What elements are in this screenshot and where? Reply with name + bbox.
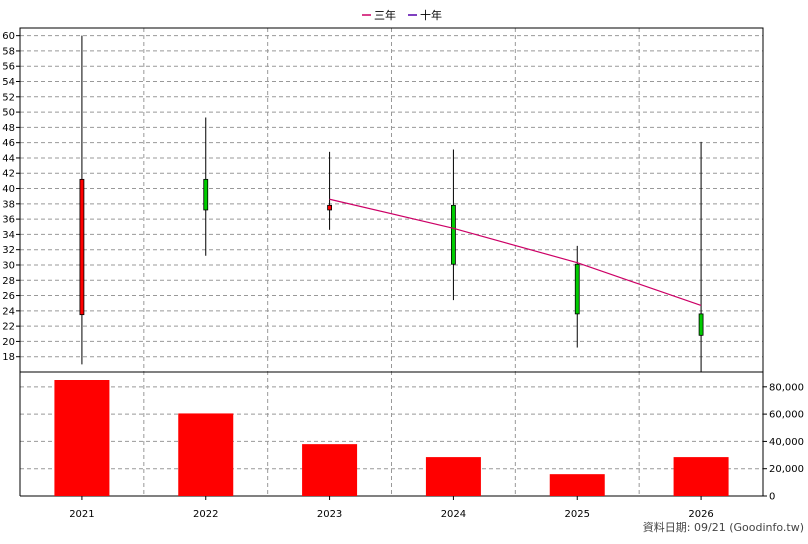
price-tick-label: 26	[2, 291, 15, 302]
candle-body	[698, 313, 704, 336]
volume-tick-label: 80,000	[769, 382, 804, 393]
volume-bar	[54, 380, 110, 496]
legend: 三年 十年	[362, 8, 442, 22]
x-tick-label: 2024	[441, 509, 466, 520]
volume-bar	[302, 444, 358, 496]
volume-bar	[178, 413, 234, 496]
grid	[20, 28, 763, 496]
price-tick-label: 34	[2, 230, 15, 241]
price-tick-label: 28	[2, 276, 15, 287]
price-tick-label: 58	[2, 46, 15, 57]
price-tick-label: 46	[2, 138, 15, 149]
price-tick-label: 60	[2, 31, 15, 42]
price-tick-label: 20	[2, 337, 15, 348]
x-tick-label: 2022	[193, 509, 218, 520]
candle-body	[574, 263, 580, 315]
candle-body	[327, 204, 332, 211]
candle-body	[79, 178, 85, 316]
volume-tick-label: 20,000	[769, 464, 804, 475]
price-tick-label: 22	[2, 322, 15, 333]
price-tick-label: 50	[2, 108, 15, 119]
moving-averages	[329, 198, 702, 307]
x-tick-label: 2025	[565, 509, 590, 520]
data-source-note: 資料日期: 09/21 (Goodinfo.tw)	[643, 520, 804, 534]
volume-tick-label: 60,000	[769, 410, 804, 421]
price-tick-label: 38	[2, 199, 15, 210]
candle-body	[203, 178, 209, 211]
legend-label: 三年	[374, 8, 396, 22]
price-tick-label: 24	[2, 306, 15, 317]
price-tick-label: 32	[2, 245, 15, 256]
volume-tick-label: 40,000	[769, 437, 804, 448]
volume-bar	[673, 457, 729, 496]
price-tick-label: 56	[2, 62, 15, 73]
x-tick-label: 2023	[317, 509, 342, 520]
volume-bars	[54, 380, 729, 496]
price-tick-label: 54	[2, 77, 15, 88]
price-tick-label: 18	[2, 352, 15, 363]
volume-bar	[549, 474, 605, 496]
price-tick-label: 40	[2, 184, 15, 195]
price-tick-label: 36	[2, 215, 15, 226]
volume-tick-label: 0	[769, 492, 775, 503]
ma-line	[329, 198, 702, 307]
legend-label: 十年	[420, 8, 442, 22]
volume-bar	[425, 457, 481, 496]
price-tick-label: 44	[2, 153, 15, 164]
x-tick-label: 2021	[69, 509, 94, 520]
price-tick-label: 52	[2, 92, 15, 103]
price-tick-label: 42	[2, 169, 15, 180]
axes: 1820222426283032343638404244464850525456…	[2, 27, 804, 520]
candles	[79, 35, 704, 372]
x-tick-label: 2026	[688, 509, 713, 520]
candle-body	[451, 204, 456, 265]
price-tick-label: 30	[2, 260, 15, 271]
price-tick-label: 48	[2, 123, 15, 134]
